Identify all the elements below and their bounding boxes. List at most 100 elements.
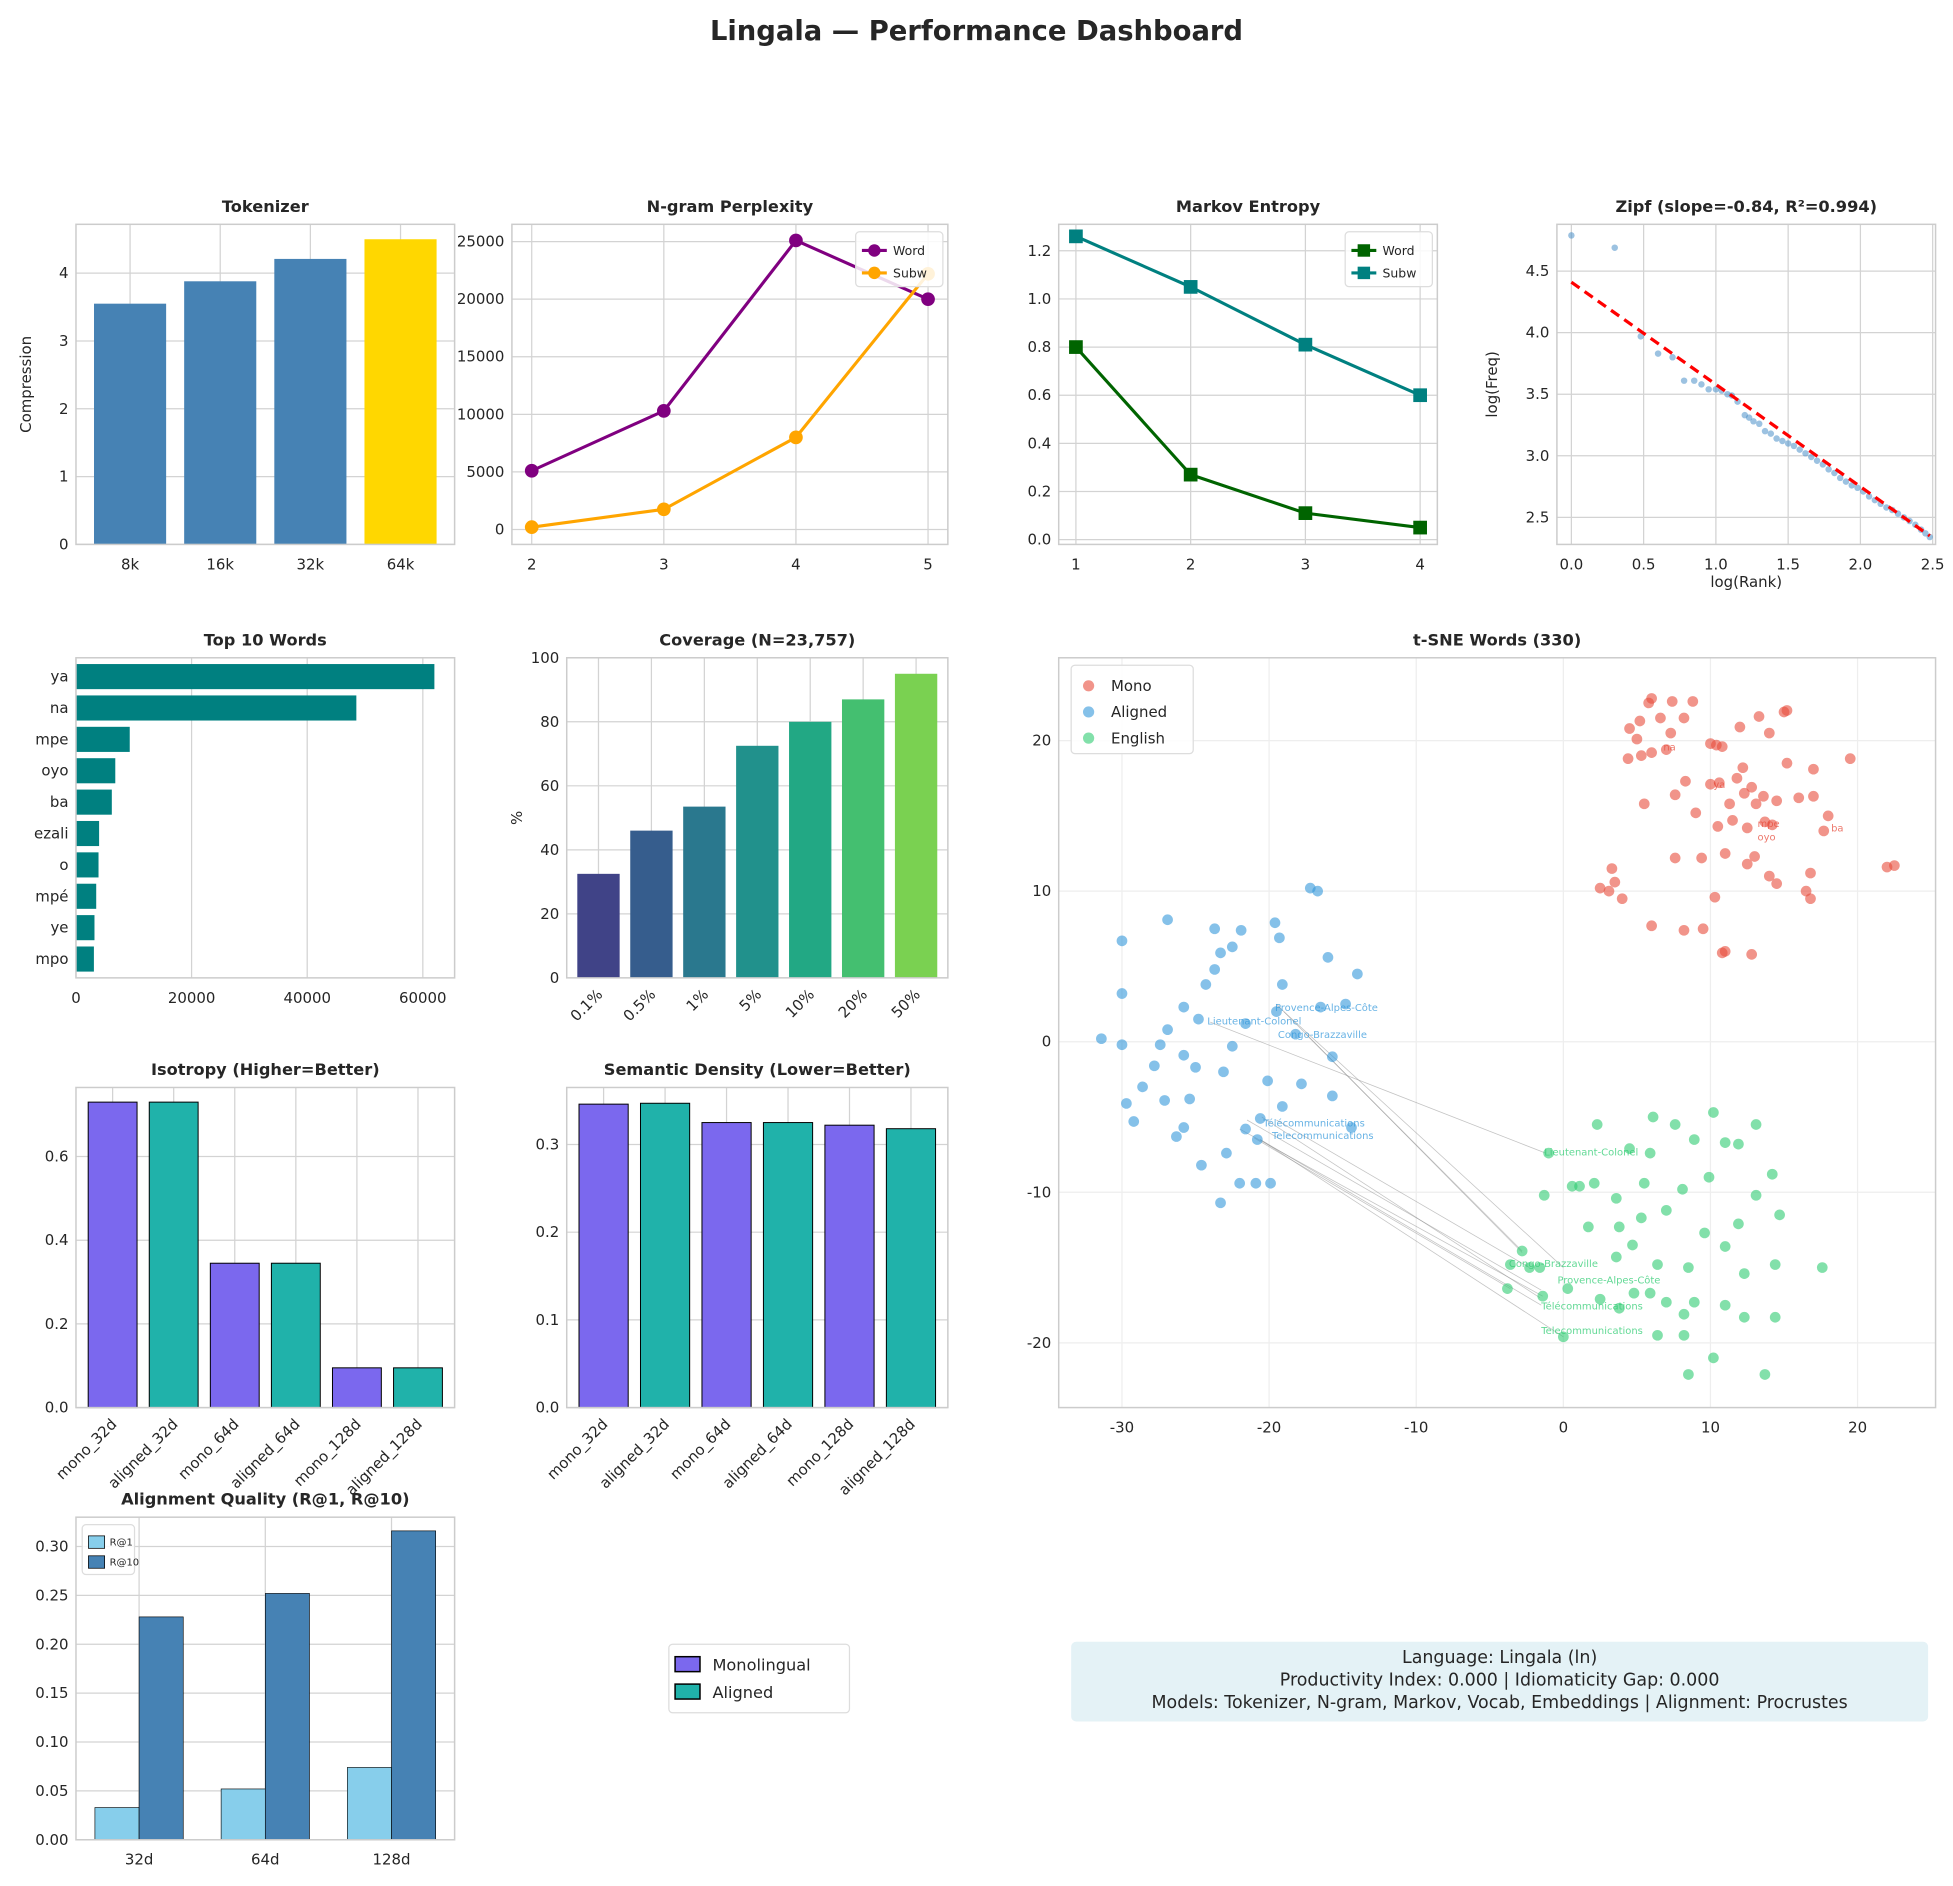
chart-title: Alignment Quality (R@1, R@10) xyxy=(121,1490,409,1509)
data-point xyxy=(524,463,539,478)
point-aligned xyxy=(1171,1131,1182,1142)
data-point xyxy=(1183,467,1198,482)
point-mono xyxy=(1624,723,1635,734)
legend-swatch xyxy=(88,1535,105,1549)
point-aligned xyxy=(1235,924,1247,936)
y-tick-label: 100 xyxy=(531,649,560,667)
bar-mono_32d xyxy=(87,1101,138,1409)
point-mono xyxy=(1713,777,1725,789)
point-mono xyxy=(1771,795,1783,807)
info-line: Language: Lingala (ln) xyxy=(1402,1648,1597,1668)
y-tick-label: ye xyxy=(50,919,68,937)
x-tick-label: 3 xyxy=(1301,555,1311,573)
point-mono xyxy=(1643,697,1655,709)
legend-label: Word xyxy=(893,243,925,258)
point-mono xyxy=(1889,860,1900,871)
y-tick-label: 5000 xyxy=(466,463,504,481)
point-mono xyxy=(1741,822,1753,834)
bar-16k xyxy=(184,281,257,545)
point-mono xyxy=(1646,747,1657,758)
bar-mono_128d xyxy=(331,1367,382,1409)
point-mono xyxy=(1763,870,1775,882)
legend-marker xyxy=(868,244,881,257)
x-tick-label: 1.0 xyxy=(1704,555,1728,573)
x-tick-label: 64d xyxy=(251,1851,279,1869)
data-point xyxy=(1813,457,1821,464)
bar-R@10-32d xyxy=(138,1616,184,1841)
y-tick-label: 0.0 xyxy=(1027,531,1051,549)
point-english xyxy=(1733,1138,1744,1150)
point-mono xyxy=(1609,876,1621,888)
series-line-Subw xyxy=(531,272,930,529)
point-english xyxy=(1719,1299,1731,1311)
plot-frame xyxy=(565,1086,949,1409)
point-english xyxy=(1683,1369,1694,1380)
data-point xyxy=(1183,280,1198,294)
x-tick-label: 8k xyxy=(121,555,140,573)
point-english xyxy=(1677,1183,1688,1195)
point-aligned xyxy=(1271,1006,1282,1017)
y-tick-label: 20 xyxy=(540,905,559,923)
y-tick-label: 0.6 xyxy=(1027,386,1051,404)
bar-mpe xyxy=(75,726,130,752)
data-point xyxy=(1802,450,1809,457)
x-tick-label: 2 xyxy=(1186,555,1196,573)
data-point xyxy=(656,502,671,517)
bar-R@10-128d xyxy=(391,1530,436,1841)
point-english xyxy=(1628,1287,1640,1299)
point-mono xyxy=(1603,885,1615,897)
data-point xyxy=(1637,333,1644,340)
point-english xyxy=(1750,1189,1762,1201)
data-point xyxy=(1790,442,1798,450)
y-tick-label: 0.0 xyxy=(45,1399,69,1417)
data-point xyxy=(921,292,935,307)
point-english xyxy=(1574,1180,1585,1192)
data-point xyxy=(1825,466,1832,473)
point-aligned xyxy=(1184,1093,1196,1105)
point-mono xyxy=(1678,924,1690,936)
point-mono xyxy=(1646,920,1657,932)
point-english xyxy=(1769,1259,1781,1270)
point-mono xyxy=(1818,825,1830,837)
point-mono xyxy=(1622,753,1634,765)
y-tick-label: 4.5 xyxy=(1526,262,1550,280)
point-aligned xyxy=(1326,1051,1338,1063)
legend-marker xyxy=(1082,732,1095,744)
point-aligned xyxy=(1193,1013,1204,1025)
y-tick-label: 1.0 xyxy=(1027,290,1051,308)
point-aligned xyxy=(1116,988,1128,999)
point-aligned xyxy=(1178,1049,1190,1061)
point-english xyxy=(1708,1352,1719,1364)
alignment-link xyxy=(1276,1119,1530,1268)
point-mono xyxy=(1822,810,1834,822)
bar-20% xyxy=(841,699,885,978)
point-english xyxy=(1660,1204,1672,1216)
point-mono xyxy=(1594,882,1606,894)
y-tick-label: 10 xyxy=(1032,882,1051,900)
point-english xyxy=(1566,1180,1578,1192)
point-aligned xyxy=(1262,1075,1273,1087)
x-tick-label: 0.5 xyxy=(1632,555,1656,573)
point-english xyxy=(1627,1239,1638,1251)
bar-R@1-128d xyxy=(347,1767,392,1841)
x-tick-label: 2 xyxy=(527,555,537,573)
point-mono xyxy=(1750,798,1762,810)
point-aligned xyxy=(1162,914,1173,926)
y-tick-label: 10000 xyxy=(457,405,505,423)
data-point xyxy=(1690,377,1698,384)
alignment-link xyxy=(1254,1137,1511,1289)
legend-label: Monolingual xyxy=(712,1655,810,1674)
data-point xyxy=(1698,381,1705,388)
point-english xyxy=(1538,1189,1550,1201)
point-english xyxy=(1678,1308,1690,1320)
point-english xyxy=(1652,1329,1663,1341)
point-mono xyxy=(1727,815,1738,826)
bar-mpo xyxy=(75,946,94,972)
legend-label: English xyxy=(1111,729,1165,747)
chart-title: t-SNE Words (330) xyxy=(1413,630,1581,649)
point-mono xyxy=(1709,891,1721,903)
y-tick-label: 4 xyxy=(59,264,69,282)
plot-frame xyxy=(75,1516,456,1841)
point-mono xyxy=(1660,744,1672,755)
